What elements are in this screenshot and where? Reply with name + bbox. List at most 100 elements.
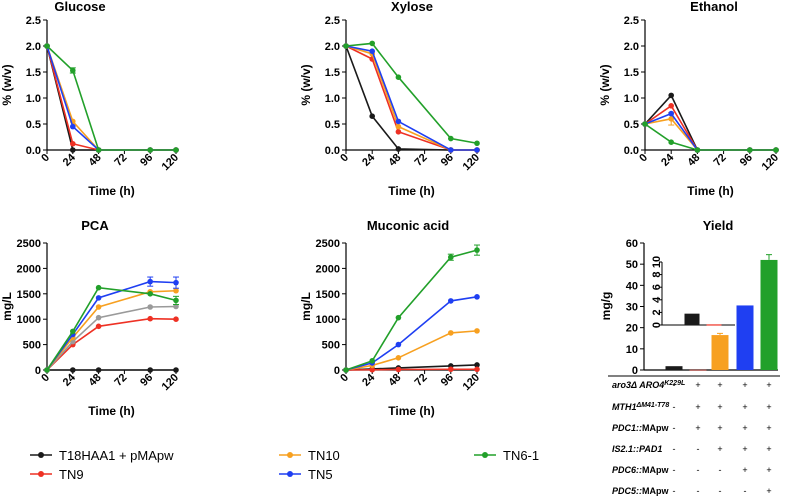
muconic-data-point bbox=[448, 330, 454, 336]
yield-y-tick-label: 40 bbox=[626, 280, 638, 292]
pca-data-point bbox=[173, 316, 179, 323]
ethanol-x-tick-label: 0 bbox=[637, 152, 650, 165]
yield-bar bbox=[736, 305, 754, 370]
genotype-row-label: aro3Δ ARO4K229L bbox=[612, 380, 685, 391]
ethanol-y-tick-label: 0.5 bbox=[624, 119, 639, 131]
glucose-data-point bbox=[95, 147, 102, 153]
muconic-x-tick-label: 24 bbox=[360, 371, 378, 389]
glucose-panel: Glucose 0.0 0.5 1.0 1.5 2.0 2.5 0 24 48 72 96 120 Tim… bbox=[0, 0, 181, 198]
glucose-x-tick-label: 96 bbox=[138, 152, 155, 169]
pca-data-point bbox=[95, 314, 102, 321]
pca-data-point bbox=[147, 278, 153, 285]
pca-series-line bbox=[46, 305, 177, 371]
genotype-mark: - bbox=[719, 465, 722, 475]
muconic-y-tick-label: 500 bbox=[322, 340, 340, 352]
xylose-data-point bbox=[369, 113, 376, 119]
pca-x-tick-label: 0 bbox=[39, 372, 52, 385]
pca-data-point bbox=[147, 304, 153, 310]
pca-x-axis-label: Time (h) bbox=[88, 404, 134, 418]
pca-data-point bbox=[147, 315, 153, 322]
ethanol-series-line bbox=[644, 112, 776, 151]
genotype-mark: + bbox=[766, 423, 771, 433]
glucose-data-point bbox=[70, 123, 76, 130]
ethanol-y-tick-label: 1.0 bbox=[624, 93, 639, 105]
pca-data-point bbox=[70, 367, 76, 373]
xylose-title: Xylose bbox=[391, 0, 433, 14]
glucose-data-point bbox=[70, 140, 76, 147]
xylose-y-tick-label: 0.0 bbox=[325, 145, 340, 157]
glucose-x-tick-label: 72 bbox=[112, 152, 129, 169]
genotype-mark: - bbox=[697, 465, 700, 475]
genotype-mark: + bbox=[695, 423, 700, 433]
xylose-y-tick-label: 2.5 bbox=[325, 15, 340, 27]
muconic-y-tick-label: 2500 bbox=[316, 238, 340, 250]
genotype-mark: + bbox=[742, 423, 747, 433]
pca-series-line bbox=[46, 289, 177, 371]
yield-inset-tick-label: 8 bbox=[651, 272, 663, 278]
pca-data-point bbox=[173, 367, 179, 373]
xylose-x-tick-label: 72 bbox=[413, 152, 430, 169]
pca-data-point bbox=[173, 303, 179, 310]
pca-x-tick-label: 48 bbox=[87, 372, 104, 389]
genotype-mark: + bbox=[695, 402, 700, 412]
glucose-x-axis-label: Time (h) bbox=[88, 184, 134, 198]
ethanol-y-tick-label: 0.0 bbox=[624, 145, 639, 157]
ethanol-data-point bbox=[694, 147, 701, 153]
xylose-series-line bbox=[345, 45, 477, 151]
muconic-data-point bbox=[448, 254, 454, 261]
xylose-x-tick-label: 0 bbox=[338, 152, 351, 165]
pca-series-line bbox=[46, 286, 177, 371]
ethanol-data-point bbox=[668, 103, 674, 109]
glucose-series-line bbox=[46, 45, 176, 151]
genotype-mark: - bbox=[673, 380, 676, 390]
ethanol-data-point bbox=[773, 147, 779, 153]
genotype-table: aro3Δ ARO4K229L- + + + +MTH1ΔM41-T78- + + + +PDC… bbox=[608, 375, 780, 496]
glucose-data-point bbox=[173, 147, 179, 153]
ethanol-data-point bbox=[668, 116, 674, 122]
genotype-superscript: ΔM41-T78 bbox=[636, 402, 670, 409]
yield-y-tick-label: 50 bbox=[626, 259, 638, 271]
muconic-data-point bbox=[474, 328, 480, 334]
genotype-mark: - bbox=[673, 423, 676, 433]
yield-inset-tick-label: 2 bbox=[651, 309, 663, 315]
genotype-mark: + bbox=[742, 402, 747, 412]
pca-data-point bbox=[95, 284, 102, 291]
yield-inset-bar bbox=[706, 324, 722, 326]
ethanol-x-tick-label: 96 bbox=[738, 152, 755, 169]
muconic-data-point bbox=[395, 355, 402, 361]
ethanol-y-tick-label: 1.5 bbox=[624, 67, 639, 79]
genotype-mark: + bbox=[742, 380, 747, 390]
glucose-series-line bbox=[46, 45, 176, 151]
xylose-y-tick-label: 1.5 bbox=[325, 67, 340, 79]
muconic-y-tick-label: 1000 bbox=[316, 314, 340, 326]
glucose-x-tick-label: 0 bbox=[39, 152, 52, 165]
muconic-x-tick-label: 120 bbox=[461, 372, 482, 393]
glucose-series-line bbox=[46, 45, 176, 151]
ethanol-series-line bbox=[644, 93, 776, 151]
yield-inset-tick-label: 4 bbox=[651, 296, 663, 303]
yield-bar bbox=[760, 259, 778, 370]
xylose-x-tick-label: 96 bbox=[439, 152, 456, 169]
legend-label: TN5 bbox=[308, 467, 333, 482]
xylose-x-axis-label: Time (h) bbox=[388, 184, 434, 198]
xylose-y-tick-label: 2.0 bbox=[325, 41, 340, 53]
glucose-y-axis-label: % (w/v) bbox=[0, 64, 14, 105]
legend-label: T18HAA1 + pMApw bbox=[59, 448, 174, 463]
pca-data-point bbox=[173, 297, 179, 304]
glucose-y-tick-label: 2.5 bbox=[26, 15, 41, 27]
pca-x-tick-label: 24 bbox=[61, 371, 79, 389]
xylose-x-tick-label: 120 bbox=[461, 152, 482, 173]
yield-inset-tick-label: 0 bbox=[651, 322, 663, 328]
legend: T18HAA1 + pMApw TN10 TN6-1 TN9 TN5 bbox=[30, 448, 539, 482]
muconic-data-point bbox=[474, 362, 480, 368]
genotype-row-label: PDC1::MApw bbox=[612, 423, 670, 433]
ethanol-y-axis-label: % (w/v) bbox=[598, 64, 612, 105]
xylose-x-tick-label: 48 bbox=[386, 152, 403, 169]
ethanol-x-tick-label: 72 bbox=[712, 152, 729, 169]
ethanol-data-point bbox=[747, 147, 753, 153]
yield-y-tick-label: 20 bbox=[626, 323, 638, 335]
pca-x-tick-label: 120 bbox=[160, 372, 181, 393]
glucose-data-point bbox=[147, 147, 153, 153]
ethanol-x-axis-label: Time (h) bbox=[687, 184, 733, 198]
yield-y-tick-label: 10 bbox=[626, 344, 638, 356]
